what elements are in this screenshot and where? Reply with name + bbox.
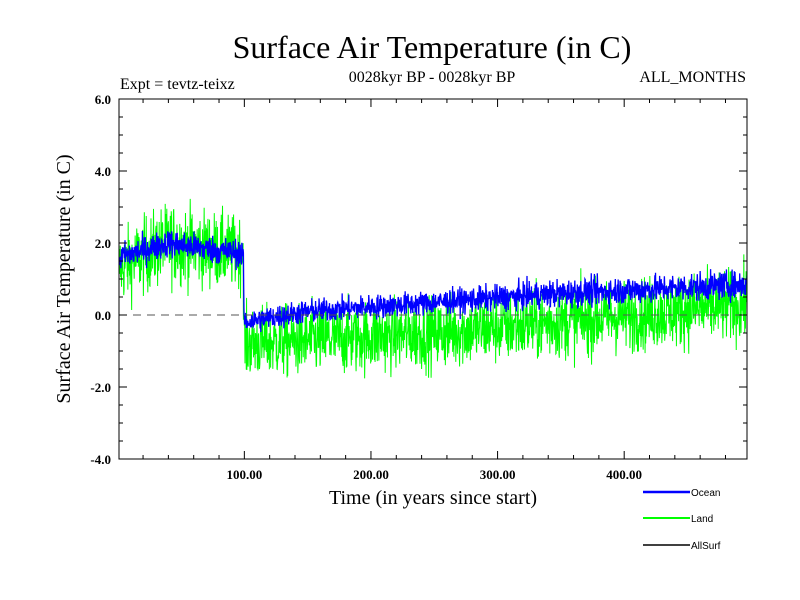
x-axis-tick-labels: 100.00 200.00 300.00 400.00: [226, 467, 642, 482]
plot-frame: [118, 98, 748, 460]
series-ocean-line: [119, 230, 747, 332]
legend-land-label: Land: [691, 514, 713, 525]
chart-title: Surface Air Temperature (in C): [233, 29, 632, 65]
x-tick-label: 400.00: [606, 467, 642, 482]
series-land-line: [119, 198, 747, 379]
legend: Ocean Land AllSurf: [643, 488, 721, 552]
legend-ocean-label: Ocean: [691, 488, 720, 499]
y-axis-tick-labels: -4.0 -2.0 0.0 2.0 4.0 6.0: [90, 92, 111, 467]
x-axis-ticks: [142, 99, 726, 459]
y-axis-ticks: [119, 98, 747, 460]
x-axis-label: Time (in years since start): [329, 487, 537, 509]
expt-label: Expt = tevtz-teixz: [120, 76, 235, 93]
y-tick-label: 2.0: [95, 236, 111, 251]
x-tick-label: 200.00: [353, 467, 389, 482]
x-tick-label: 300.00: [480, 467, 516, 482]
chart-subtitle: 0028kyr BP - 0028kyr BP: [349, 69, 516, 86]
legend-allsurf-label: AllSurf: [691, 541, 721, 552]
x-tick-label: 100.00: [226, 467, 262, 482]
y-axis-label: Surface Air Temperature (in C): [53, 154, 75, 403]
y-tick-label: -2.0: [90, 380, 111, 395]
months-label: ALL_MONTHS: [639, 69, 746, 86]
y-tick-label: -4.0: [90, 452, 111, 467]
y-tick-label: 0.0: [95, 308, 111, 323]
y-tick-label: 4.0: [95, 164, 111, 179]
y-tick-label: 6.0: [95, 92, 111, 107]
